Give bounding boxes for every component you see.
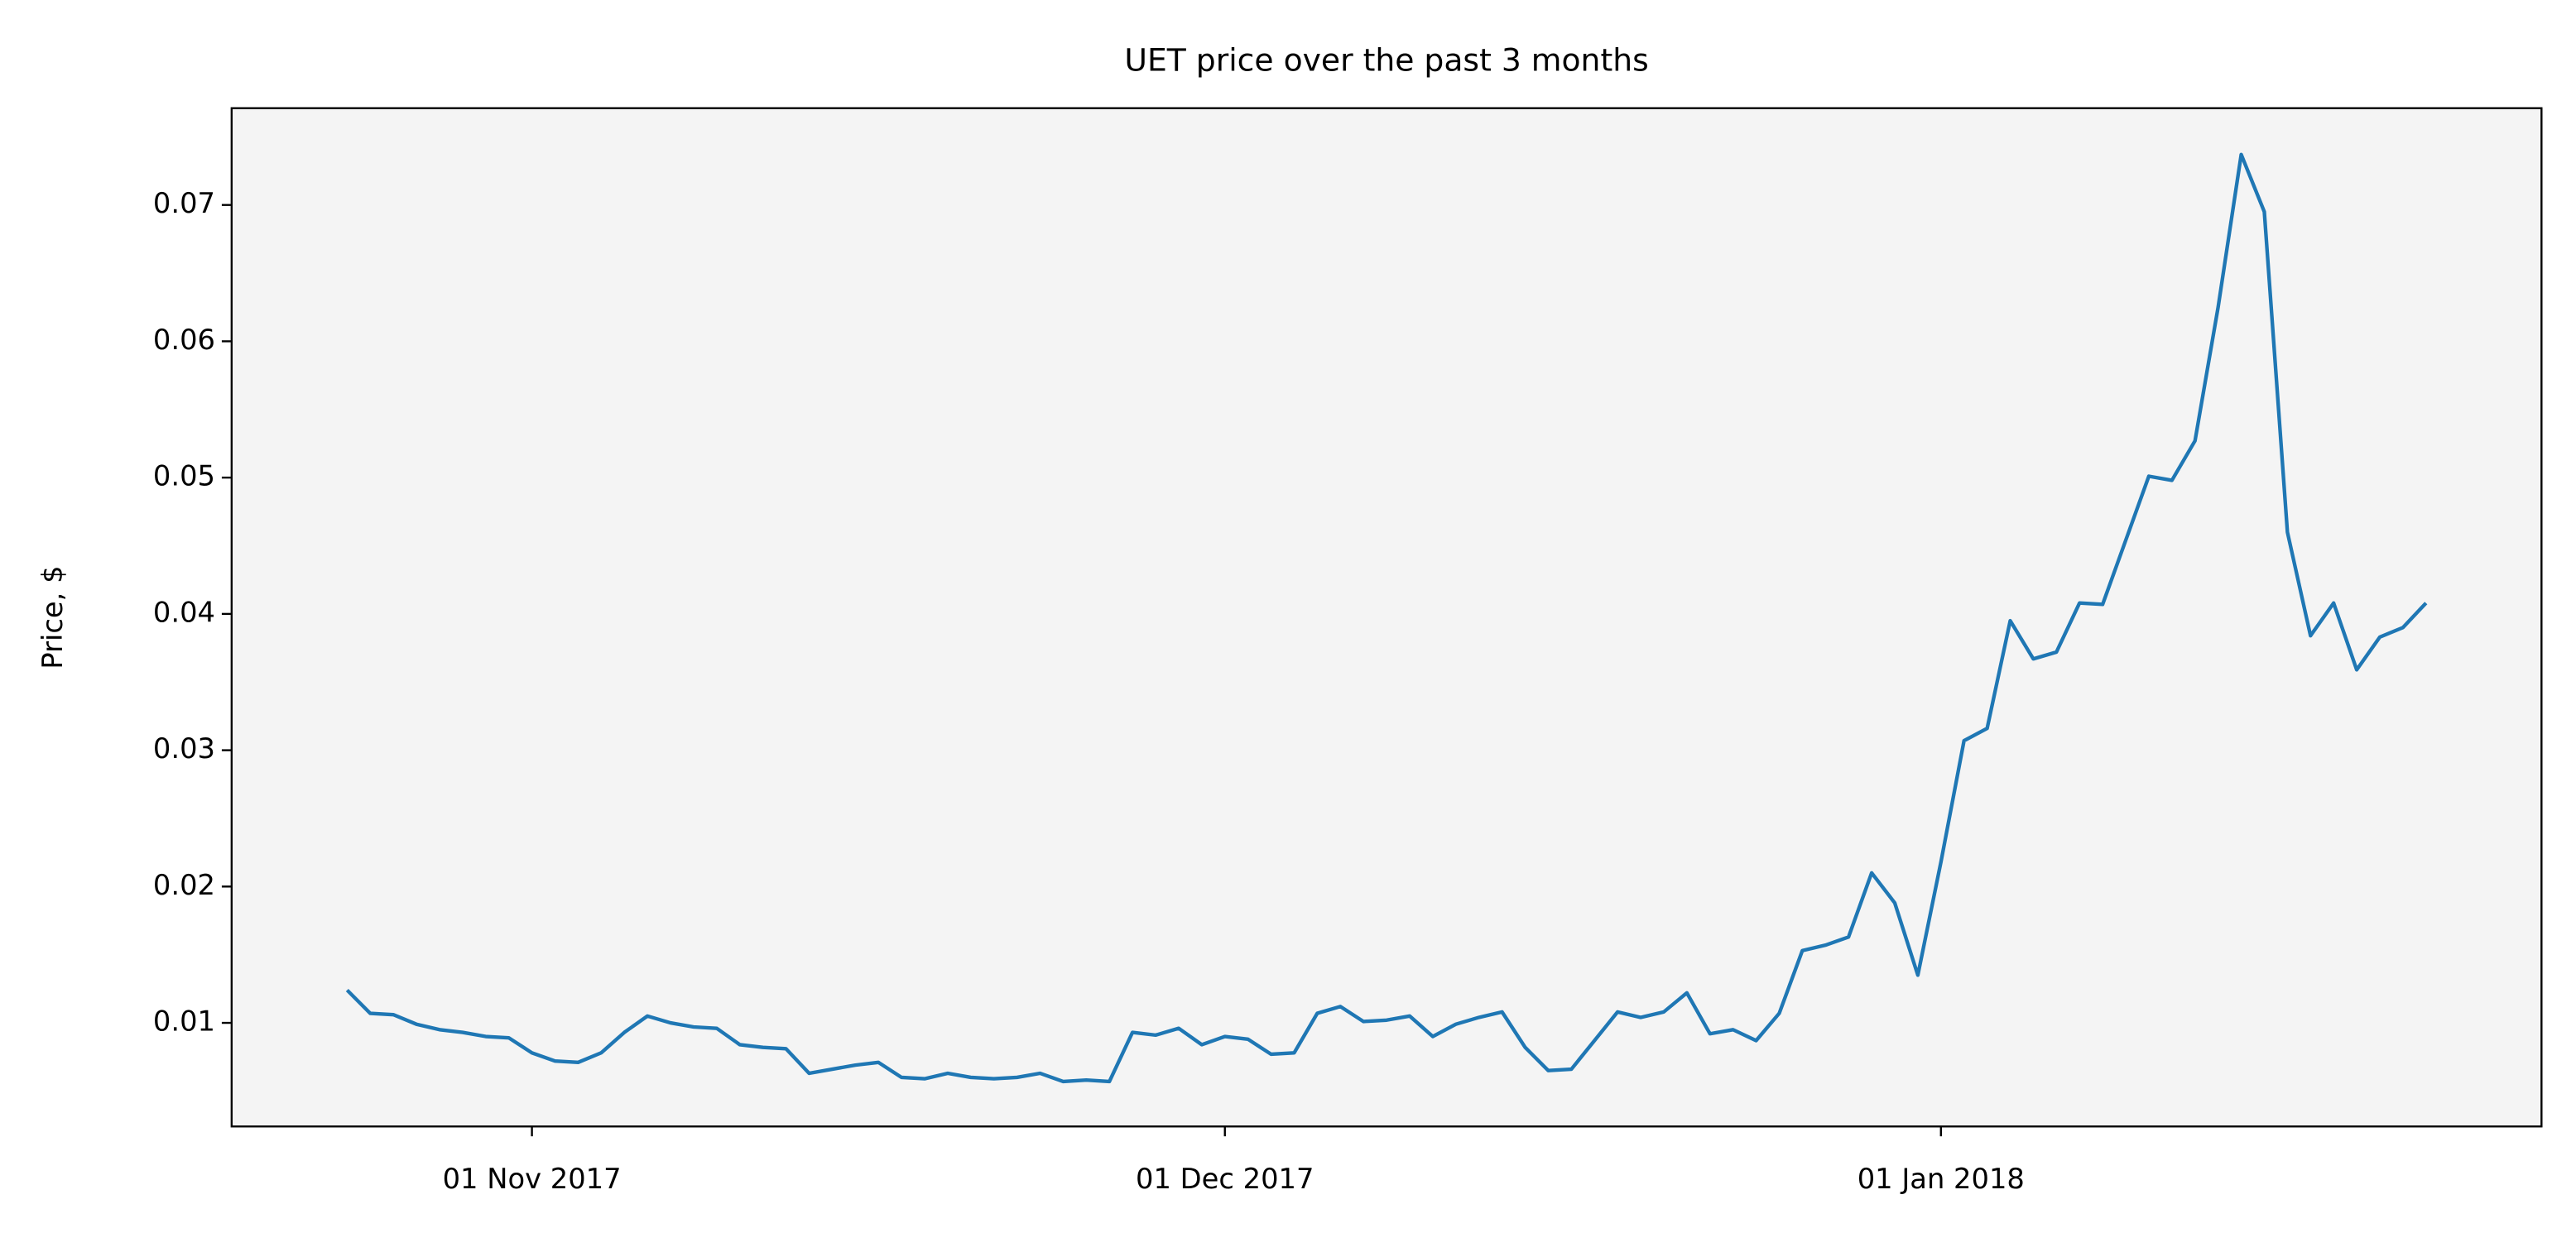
y-tick-label: 0.06: [153, 324, 215, 356]
y-tick-label: 0.05: [153, 460, 215, 492]
plot-area: [231, 108, 2542, 1127]
x-tick-label: 01 Jan 2018: [1858, 1163, 2025, 1195]
y-tick-label: 0.01: [153, 1005, 215, 1038]
price-line: [345, 152, 2428, 1084]
y-tick-label: 0.07: [153, 187, 215, 219]
chart-title: UET price over the past 3 months: [1124, 42, 1648, 79]
y-tick-label: 0.02: [153, 869, 215, 901]
axes-frame: [230, 107, 2543, 1128]
y-axis-label: Price, $: [36, 565, 69, 669]
y-tick-label: 0.04: [153, 596, 215, 628]
x-tick-label: 01 Nov 2017: [443, 1163, 622, 1195]
y-tick-label: 0.03: [153, 732, 215, 765]
x-tick-label: 01 Dec 2017: [1136, 1163, 1314, 1195]
